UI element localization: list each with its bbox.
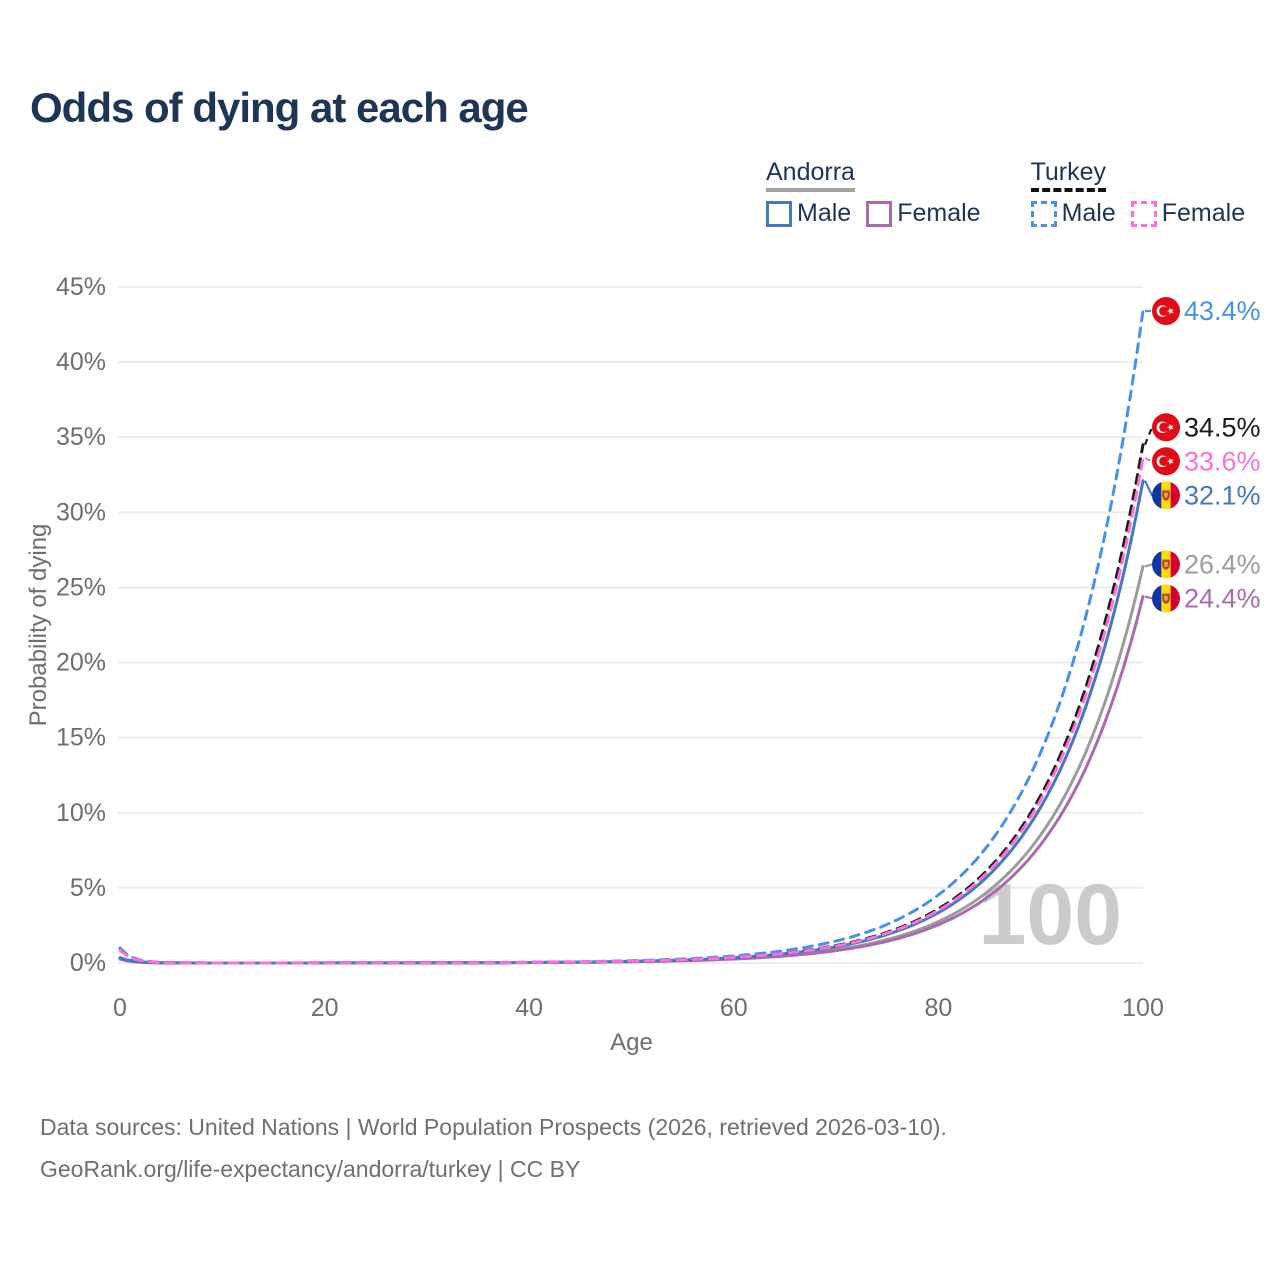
leader-turkey-female [1144,457,1169,463]
end-label-andorra-female: 24.4% [1184,583,1261,613]
legend-swatch-andorra-female [866,200,893,227]
turkey-crescent-inner [1159,456,1169,466]
turkey-crescent-inner [1159,422,1169,432]
x-tick-label: 80 [924,994,952,1022]
chart: 0% 5% 10% 15% 20% 25% 30% 35% 40% 45% 0 20 40 60 80 100… [25,273,1261,1056]
footer: Data sources: United Nations | World Pop… [40,1106,947,1190]
footer-data-sources: Data sources: United Nations | World Pop… [40,1114,947,1140]
flag-andorra-icon [1152,584,1180,613]
y-tick-label: 45% [56,273,106,301]
x-tick-label: 20 [311,994,339,1022]
legend-item-andorra-male[interactable]: Male [766,199,851,228]
andorra-stripe-blue [1152,584,1162,613]
x-tick-label: 40 [515,994,543,1022]
y-tick-label: 0% [70,949,106,977]
legend-swatch-turkey-male [1030,200,1057,227]
andorra-stripe-red [1170,481,1180,510]
legend-item-andorra-female[interactable]: Female [866,199,981,228]
andorra-stripe-blue [1152,481,1162,510]
flag-turkey-icon [1152,447,1180,476]
andorra-stripe-blue [1152,550,1162,579]
legend-group-andorra: Andorra Male Female [766,158,981,228]
legend-item-turkey-male[interactable]: Male [1030,199,1116,228]
legend-item-label: Male [797,199,852,227]
end-label-turkey-male: 43.4% [1184,296,1261,326]
footer-attribution: GeoRank.org/life-expectancy/andorra/turk… [40,1156,581,1182]
y-tick-label: 10% [56,799,106,827]
y-axis-title: Probability of dying [25,524,52,727]
y-tick-label: 40% [56,348,106,376]
legend-group-turkey: Turkey Male Female [1030,158,1246,228]
turkey-star [1167,423,1174,431]
legend-item-label: Female [897,199,981,227]
turkey-star [1167,307,1174,315]
flag-turkey-icon [1152,297,1180,326]
series-line-turkey-male [118,309,1145,965]
y-tick-label: 5% [70,874,106,902]
legend-swatch-andorra-male [766,200,792,227]
legend: Andorra Male Female Turkey Male Female [766,158,1245,228]
y-tick-label: 25% [56,573,106,601]
x-tick-label: 100 [1122,994,1164,1022]
andorra-flag-stripes [1152,481,1180,510]
y-tick-label: 30% [56,498,106,526]
x-tick-label: 0 [113,994,127,1022]
legend-item-label: Female [1161,199,1246,227]
legend-swatch-turkey-female [1130,200,1157,227]
flag-turkey-icon [1152,413,1180,442]
andorra-emblem-inner [1164,595,1168,602]
andorra-flag-stripes [1152,584,1180,613]
legend-group-label-andorra: Andorra [766,158,855,192]
andorra-stripe-red [1170,584,1180,613]
end-label-turkey-female: 33.6% [1184,446,1261,476]
page-title: Odds of dying at each age [30,84,529,131]
turkey-star [1167,457,1174,465]
flag-andorra-icon [1152,481,1180,510]
andorra-emblem-inner [1164,492,1168,499]
x-tick-label: 60 [720,994,748,1022]
andorra-emblem-inner [1164,561,1168,568]
legend-group-label-turkey: Turkey [1030,158,1107,192]
x-axis-title: Age [610,1029,653,1056]
age-watermark: 100 [979,867,1123,963]
end-label-turkey: 34.5% [1184,412,1261,442]
y-tick-label: 20% [56,649,106,677]
y-tick-label: 35% [56,423,106,451]
legend-item-label: Male [1061,199,1116,227]
andorra-flag-stripes [1152,550,1180,579]
andorra-stripe-red [1170,550,1180,579]
end-label-andorra-male: 32.1% [1184,480,1261,510]
series-line-turkey-female [118,456,1145,965]
legend-item-turkey-female[interactable]: Female [1130,199,1246,228]
flag-andorra-icon [1152,550,1180,579]
y-tick-label: 15% [56,724,106,752]
turkey-crescent-inner [1159,306,1169,316]
end-label-andorra: 26.4% [1184,549,1261,579]
